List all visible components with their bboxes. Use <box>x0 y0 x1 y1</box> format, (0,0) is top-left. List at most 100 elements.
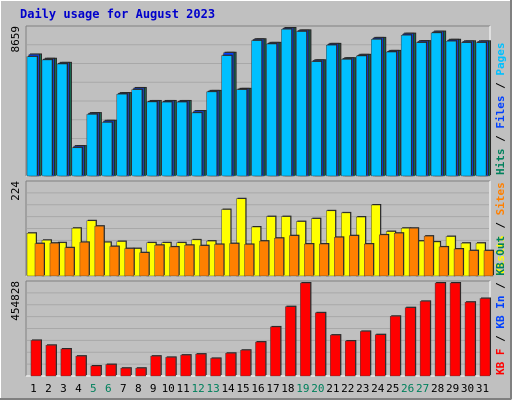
bar <box>49 242 60 277</box>
bar <box>468 250 479 277</box>
bar <box>45 345 57 377</box>
x-tick-label: 24 <box>371 382 385 395</box>
series-kb-f <box>30 282 492 377</box>
bar <box>296 31 307 177</box>
bar <box>304 243 314 277</box>
x-tick-label: 3 <box>60 382 67 395</box>
legend-item: KB Out <box>494 236 507 276</box>
bar <box>210 358 221 377</box>
bar <box>326 44 337 177</box>
bar <box>184 245 194 277</box>
x-tick-label: 27 <box>416 382 429 395</box>
bar <box>281 29 292 177</box>
legend-item: KB F <box>494 349 507 376</box>
legend-separator: / <box>494 329 507 349</box>
bar <box>79 242 90 277</box>
legend-separator: / <box>494 129 507 149</box>
bar <box>105 364 117 377</box>
x-tick-label: 23 <box>356 382 369 395</box>
bar <box>285 306 296 377</box>
x-tick-label: 7 <box>120 382 127 395</box>
bar <box>445 41 457 177</box>
bar <box>300 282 311 377</box>
x-tick-label: 19 <box>296 382 309 395</box>
bar <box>345 340 356 377</box>
legend-item: Pages <box>494 43 507 76</box>
bar <box>165 357 176 377</box>
panel-visits-sites: 224 Visits / Sites <box>9 180 507 277</box>
legend-item: Hits <box>494 149 507 176</box>
bar <box>483 250 494 277</box>
x-axis-day-labels: 1 2 3 4 5 6 7 8 9 10 11 12 13 14 15 16 17 18 19 20 21 22 23 24 2… <box>30 382 489 395</box>
bar <box>404 307 416 377</box>
x-tick-label: 5 <box>90 382 97 395</box>
x-tick-label: 4 <box>75 382 82 395</box>
bar <box>255 341 266 377</box>
bar <box>385 51 397 177</box>
bar <box>86 114 98 177</box>
bar <box>270 326 281 377</box>
y-axis-max-label: 224 <box>9 181 22 201</box>
bar <box>341 59 352 177</box>
bar <box>430 32 442 177</box>
bar <box>356 55 367 177</box>
x-tick-label: 15 <box>236 382 249 395</box>
bar <box>364 243 374 277</box>
bar <box>75 355 87 377</box>
bar <box>334 237 344 277</box>
x-tick-label: 2 <box>45 382 52 395</box>
bar <box>400 35 412 177</box>
x-tick-label: 28 <box>431 382 444 395</box>
bar <box>236 89 247 177</box>
bar <box>116 94 128 177</box>
bar <box>349 235 359 277</box>
bar <box>449 282 461 377</box>
bar <box>214 244 224 277</box>
bar <box>434 282 446 377</box>
bar <box>315 312 326 377</box>
x-tick-label: 21 <box>326 382 339 395</box>
bar <box>319 243 329 277</box>
bar <box>374 334 386 377</box>
legend: Hits / Files / Pages <box>494 43 507 176</box>
bar <box>274 237 284 277</box>
bar <box>146 101 157 177</box>
x-tick-label: 14 <box>221 382 235 395</box>
x-tick-label: 30 <box>461 382 474 395</box>
bar <box>393 232 404 277</box>
bar <box>453 248 464 277</box>
x-tick-label: 31 <box>476 382 489 395</box>
bar <box>195 353 206 377</box>
x-tick-label: 29 <box>446 382 459 395</box>
bar <box>41 59 53 177</box>
x-tick-label: 17 <box>266 382 279 395</box>
bar <box>180 354 191 377</box>
chart-title: Daily usage for August 2023 <box>20 7 215 21</box>
x-tick-label: 10 <box>162 382 175 395</box>
x-tick-label: 20 <box>311 382 324 395</box>
bar <box>423 235 434 277</box>
chart-panels: 8659 Hits / Files / Pages 224 Visits / Site… <box>9 25 507 377</box>
bar <box>389 316 401 377</box>
bar <box>229 243 239 277</box>
bar <box>438 246 449 277</box>
x-tick-label: 8 <box>135 382 142 395</box>
bar <box>415 42 427 177</box>
x-tick-label: 6 <box>105 382 112 395</box>
bar <box>370 39 382 177</box>
x-tick-label: 12 <box>192 382 205 395</box>
bar <box>64 247 75 277</box>
bar <box>191 112 202 177</box>
bar <box>408 228 419 277</box>
bar <box>120 367 132 377</box>
bar <box>475 42 487 177</box>
legend-separator: / <box>494 215 507 235</box>
bar <box>378 234 389 277</box>
bar <box>464 301 476 377</box>
y-axis-max-label: 454828 <box>9 281 22 321</box>
bar <box>311 61 322 177</box>
bar <box>139 252 150 277</box>
bar <box>251 40 262 177</box>
x-tick-label: 18 <box>281 382 294 395</box>
